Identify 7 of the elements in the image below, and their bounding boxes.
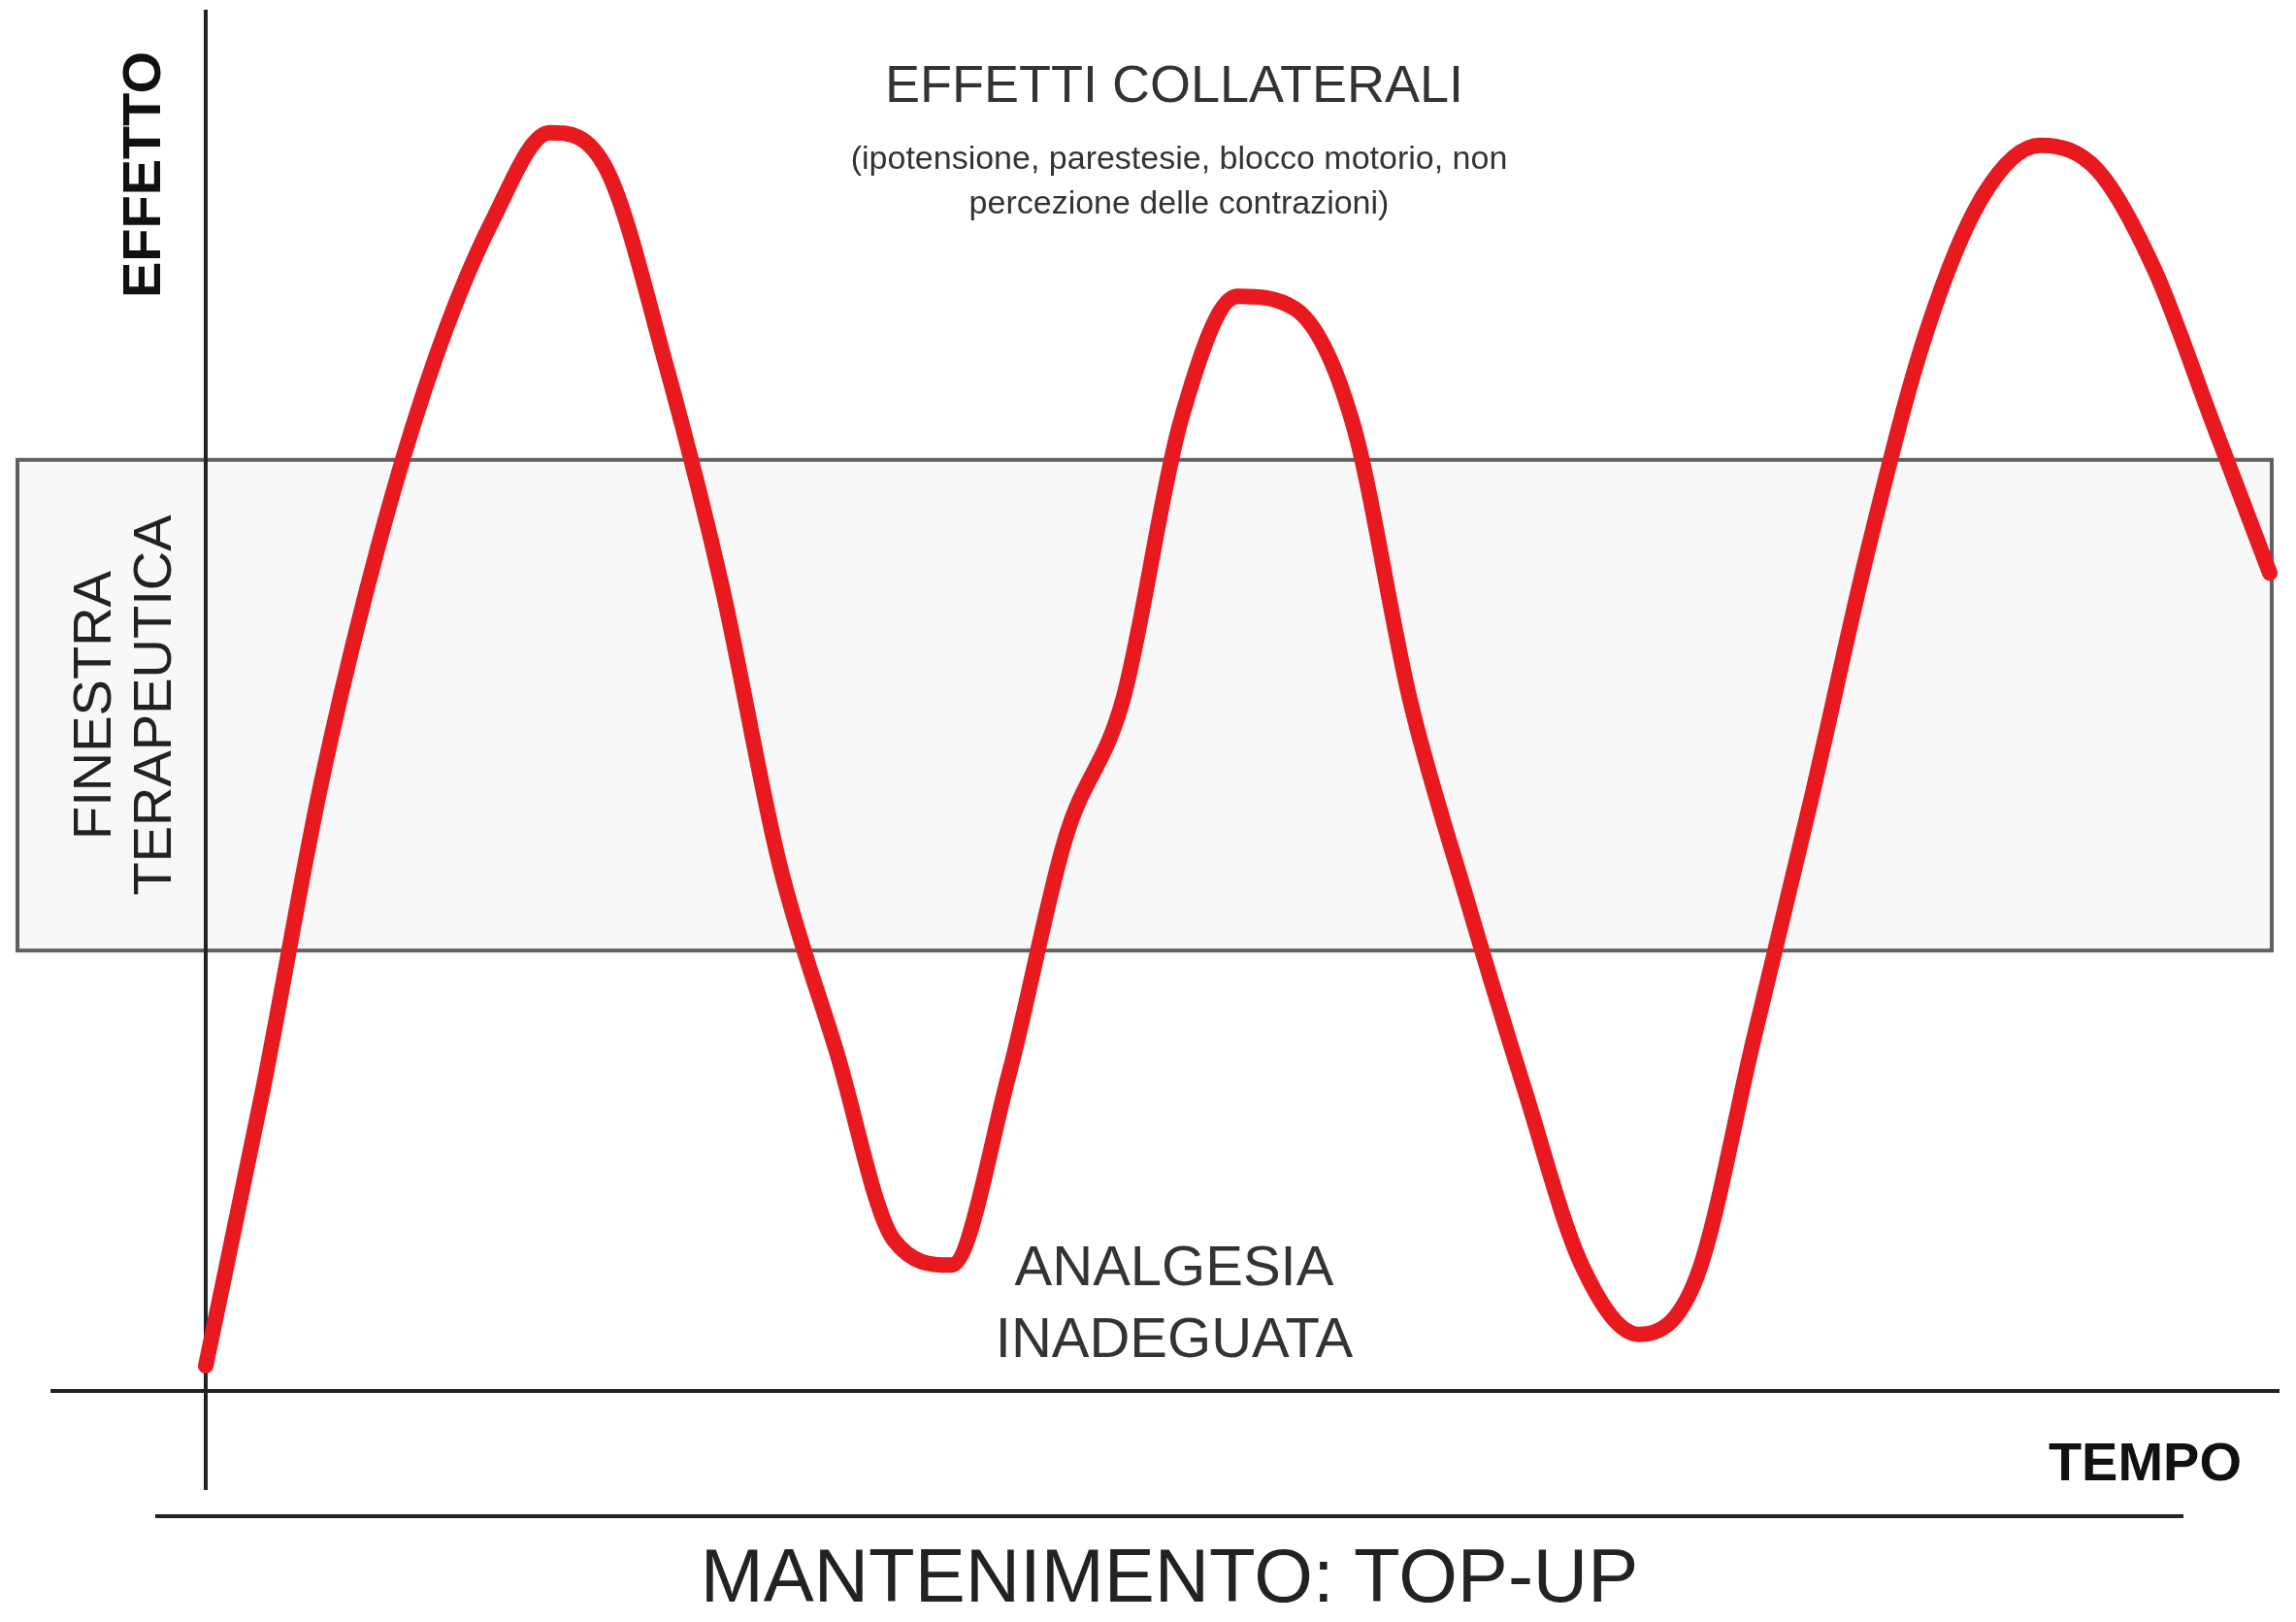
annotation: (ipotensione, parestesie, blocco motorio, non percezione delle contrazioni) (850, 139, 1508, 221)
text: MANTENIMENTO: TOP-UP (155, 1514, 2183, 1620)
text: EFFETTI COLLATERALI (884, 53, 1464, 113)
y-axis-title: EFFETTO (111, 50, 173, 299)
band-label: FINESTRA TERAPEUTICA (61, 513, 183, 896)
annotation: ANALGESIA INADEGUATA (995, 1234, 1354, 1369)
x-axis-title: TEMPO (2048, 1431, 2242, 1493)
